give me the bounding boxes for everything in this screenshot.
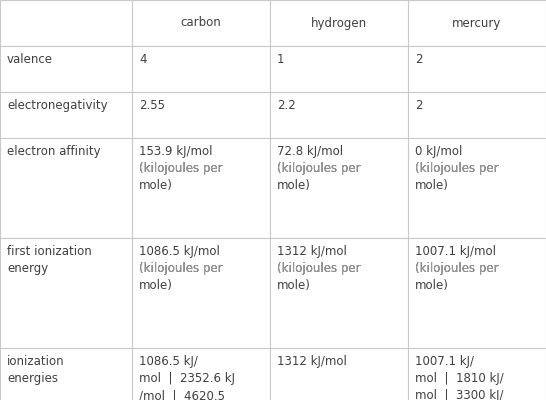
Text: 1086.5 kJ/mol
(kilojoules per
mole): 1086.5 kJ/mol (kilojoules per mole) [139, 245, 223, 292]
Text: valence: valence [7, 53, 53, 66]
Text: 2: 2 [415, 53, 423, 66]
Text: 1086.5 kJ/
mol  |  2352.6 kJ
/mol  |  4620.5
kJ/mol  |
6222.7 kJ/
mol  |  37831 : 1086.5 kJ/ mol | 2352.6 kJ /mol | 4620.5… [139, 355, 235, 400]
Text: (kilojoules per: (kilojoules per [277, 262, 360, 274]
Text: 153.9 kJ/mol
(kilojoules per
mole): 153.9 kJ/mol (kilojoules per mole) [139, 145, 223, 192]
Text: 2.2: 2.2 [277, 99, 296, 112]
Text: (kilojoules per: (kilojoules per [415, 162, 498, 174]
Text: 1312 kJ/mol: 1312 kJ/mol [277, 355, 347, 368]
Text: electronegativity: electronegativity [7, 99, 108, 112]
Text: (kilojoules per: (kilojoules per [139, 262, 223, 274]
Text: 72.8 kJ/mol
(kilojoules per
mole): 72.8 kJ/mol (kilojoules per mole) [277, 145, 360, 192]
Text: hydrogen: hydrogen [311, 16, 367, 30]
Text: electron affinity: electron affinity [7, 145, 100, 158]
Text: (kilojoules per: (kilojoules per [139, 162, 223, 174]
Text: 1007.1 kJ/mol
(kilojoules per
mole): 1007.1 kJ/mol (kilojoules per mole) [415, 245, 498, 292]
Text: 0 kJ/mol
(kilojoules per
mole): 0 kJ/mol (kilojoules per mole) [415, 145, 498, 192]
Text: 4: 4 [139, 53, 146, 66]
Text: 1312 kJ/mol
(kilojoules per
mole): 1312 kJ/mol (kilojoules per mole) [277, 245, 360, 292]
Text: 1007.1 kJ/
mol  |  1810 kJ/
mol  |  3300 kJ/
mol: 1007.1 kJ/ mol | 1810 kJ/ mol | 3300 kJ/… [415, 355, 504, 400]
Text: 2.55: 2.55 [139, 99, 165, 112]
Text: ionization
energies: ionization energies [7, 355, 64, 385]
Text: mercury: mercury [452, 16, 502, 30]
Text: 1: 1 [277, 53, 284, 66]
Text: (kilojoules per: (kilojoules per [277, 162, 360, 174]
Text: (kilojoules per: (kilojoules per [415, 262, 498, 274]
Text: first ionization
energy: first ionization energy [7, 245, 92, 275]
Text: carbon: carbon [181, 16, 221, 30]
Text: 2: 2 [415, 99, 423, 112]
